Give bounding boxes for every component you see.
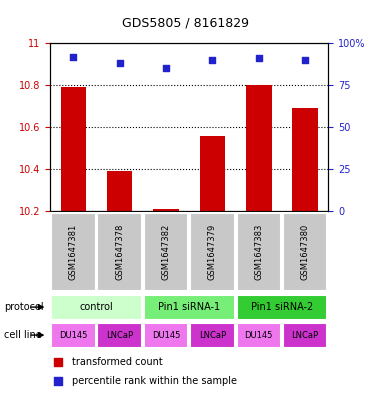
Bar [237,213,281,292]
Text: Pin1 siRNA-2: Pin1 siRNA-2 [251,302,313,312]
Point [163,65,169,72]
Bar [107,171,132,211]
Text: cell line: cell line [4,330,42,340]
Text: percentile rank within the sample: percentile rank within the sample [72,376,237,386]
Point [117,60,123,66]
Bar [60,87,86,211]
Text: GSM1647380: GSM1647380 [301,224,310,280]
Text: GSM1647378: GSM1647378 [115,224,124,280]
Bar [292,108,318,211]
Bar [51,323,96,348]
Point [56,378,62,384]
Point [56,358,62,365]
Text: LNCaP: LNCaP [199,331,226,340]
Point [256,55,262,61]
Text: DU145: DU145 [152,331,180,340]
Bar [283,323,327,348]
Text: control: control [80,302,113,312]
Bar [51,294,142,320]
Bar [246,85,272,211]
Bar [190,323,235,348]
Text: DU145: DU145 [244,331,273,340]
Point [302,57,308,63]
Text: GDS5805 / 8161829: GDS5805 / 8161829 [122,16,249,29]
Text: transformed count: transformed count [72,357,163,367]
Bar [97,213,142,292]
Text: GSM1647382: GSM1647382 [161,224,171,280]
Point [209,57,215,63]
Text: LNCaP: LNCaP [292,331,319,340]
Text: GSM1647381: GSM1647381 [69,224,78,280]
Text: protocol: protocol [4,302,43,312]
Bar [144,213,188,292]
Bar [190,213,235,292]
Text: LNCaP: LNCaP [106,331,133,340]
Bar [97,323,142,348]
Bar [237,323,281,348]
Bar [51,213,96,292]
Bar [153,209,179,211]
Point [70,53,76,60]
Text: Pin1 siRNA-1: Pin1 siRNA-1 [158,302,220,312]
Bar [237,294,327,320]
Text: DU145: DU145 [59,331,88,340]
Bar [144,323,188,348]
Text: GSM1647379: GSM1647379 [208,224,217,280]
Bar [283,213,327,292]
Bar [200,136,225,211]
Bar [144,294,234,320]
Text: GSM1647383: GSM1647383 [254,224,263,280]
